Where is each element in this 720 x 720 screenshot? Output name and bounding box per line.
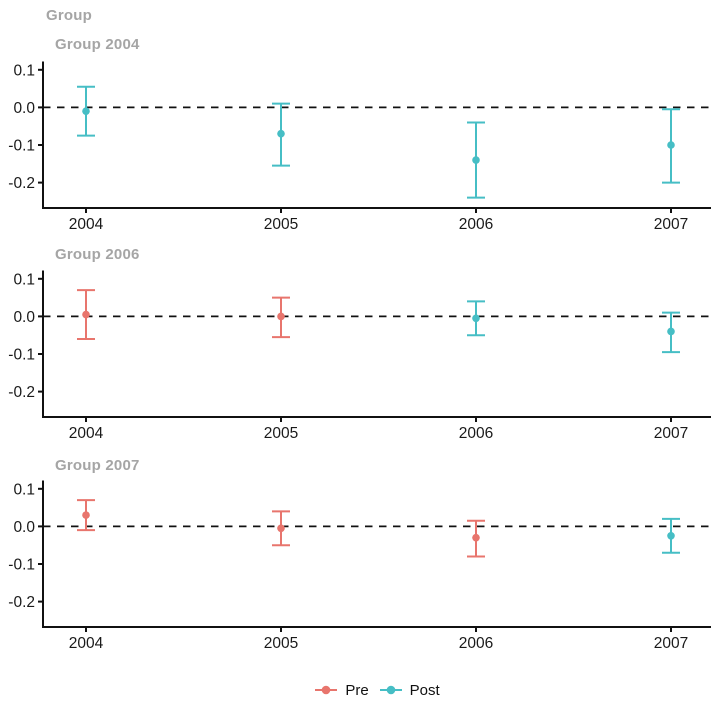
facet-panel-group-2007: 0.1 0.0 -0.1 -0.2 2004 2005 2006 2007: [8, 480, 711, 652]
post-pointrange-icon: [379, 685, 402, 695]
legend-item-post: Post: [379, 682, 440, 699]
x-tick-label: 2006: [459, 425, 493, 442]
x-tick-label: 2007: [654, 425, 688, 442]
y-tick-label: -0.1: [8, 347, 35, 364]
estimate-point: [472, 156, 480, 164]
estimate-point: [277, 524, 285, 533]
legend-label-pre: Pre: [345, 681, 369, 699]
facet-panel-group-2004: 0.1 0.0 -0.1 -0.2 2004 2005 2006 2007: [8, 61, 711, 233]
y-tick-label: -0.1: [8, 138, 35, 155]
y-tick-label: 0.0: [13, 309, 35, 326]
y-tick-label: -0.2: [8, 175, 35, 192]
x-tick-label: 2004: [69, 216, 104, 233]
x-tick-label: 2007: [654, 635, 688, 652]
facet-panel-group-2006: 0.1 0.0 -0.1 -0.2 2004 2005 2006 2007: [8, 270, 711, 442]
legend: Pre Post: [43, 677, 711, 703]
y-tick-label: -0.2: [8, 384, 35, 401]
x-tick-label: 2007: [654, 216, 688, 233]
facet-title-group-2004: Group 2004: [55, 36, 140, 53]
estimate-point: [472, 533, 480, 542]
y-tick-label: 0.1: [13, 481, 35, 498]
y-tick-label: 0.0: [13, 519, 35, 536]
estimate-point: [82, 107, 90, 115]
legend-item-pre: Pre: [314, 681, 369, 699]
legend-label-post: Post: [409, 681, 440, 699]
estimate-point: [82, 511, 90, 519]
x-tick-label: 2005: [264, 216, 298, 233]
y-tick-label: 0.1: [13, 271, 35, 288]
y-tick-label: -0.1: [8, 557, 35, 574]
estimate-point: [667, 141, 675, 149]
estimate-point: [667, 327, 675, 336]
x-tick-label: 2006: [459, 216, 493, 233]
estimate-point: [277, 129, 285, 138]
facet-title-group-2007: Group 2007: [55, 457, 140, 474]
estimate-point: [667, 532, 675, 540]
pre-pointrange-icon: [315, 685, 338, 695]
estimate-point: [472, 314, 480, 323]
x-tick-label: 2004: [69, 425, 104, 442]
y-tick-label: 0.1: [13, 62, 35, 79]
x-tick-label: 2004: [69, 635, 104, 652]
x-tick-label: 2006: [459, 635, 493, 652]
x-tick-label: 2005: [264, 425, 298, 442]
estimate-point: [277, 312, 285, 321]
plot-title: Group: [46, 7, 92, 24]
facet-title-group-2006: Group 2006: [55, 246, 140, 263]
y-tick-label: 0.0: [13, 100, 35, 117]
y-tick-label: -0.2: [8, 594, 35, 611]
x-tick-label: 2005: [264, 635, 298, 652]
estimate-point: [82, 310, 90, 319]
